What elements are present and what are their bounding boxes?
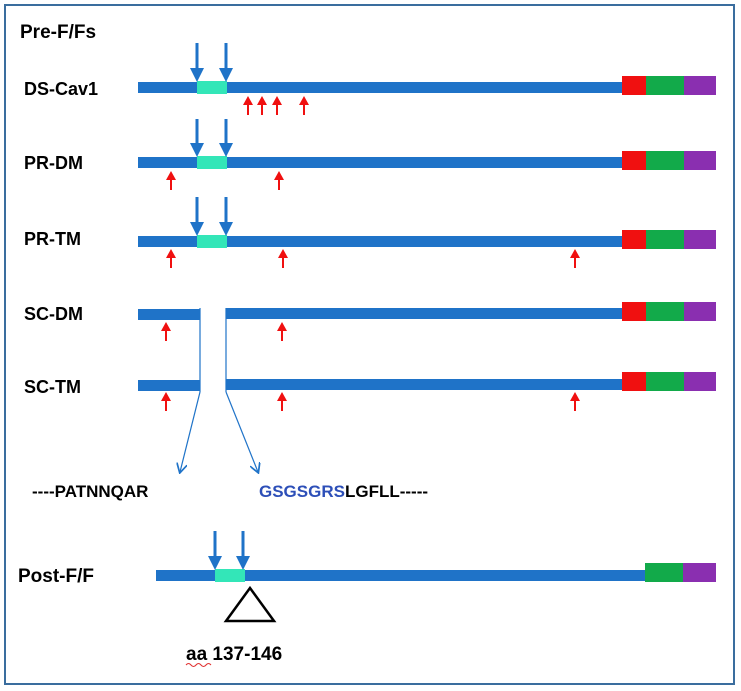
domain-green-block <box>646 151 684 170</box>
domain-purple-block <box>684 230 716 249</box>
cleavage-arrows-post-f <box>208 531 250 570</box>
backbone-segment-right <box>226 379 623 390</box>
figure-frame <box>4 4 735 685</box>
domain-red-block <box>622 372 646 391</box>
construct-label-sc-dm: SC-DM <box>24 304 83 324</box>
region-annotation-prefix: aa <box>186 644 208 665</box>
construct-bar-pr-tm <box>138 230 716 249</box>
linker-gap-outline <box>180 308 258 472</box>
cleaved-peptide-block <box>215 569 245 582</box>
backbone-bar <box>138 236 623 247</box>
construct-bar-post-f <box>156 563 716 582</box>
cleavage-arrows-pr-tm <box>190 197 233 236</box>
domain-green-block <box>645 563 683 582</box>
domain-purple-block <box>684 76 716 95</box>
domain-red-block <box>622 302 646 321</box>
domain-green-block <box>646 76 684 95</box>
cleavage-arrows-pr-dm <box>190 119 233 157</box>
construct-bar-sc-tm <box>138 372 716 391</box>
domain-purple-block <box>683 563 716 582</box>
region-annotation-range: 137-146 <box>212 644 282 665</box>
triangle-icon <box>223 585 277 623</box>
domain-green-block <box>646 372 684 391</box>
construct-label-sc-tm: SC-TM <box>24 377 81 397</box>
backbone-bar <box>138 157 623 168</box>
domain-green-block <box>646 302 684 321</box>
cleavage-arrows-ds-cav1 <box>190 43 233 82</box>
domain-purple-block <box>684 151 716 170</box>
cleaved-peptide-block <box>197 81 227 94</box>
backbone-bar <box>138 82 623 93</box>
cleaved-peptide-block <box>197 156 227 169</box>
domain-purple-block <box>684 302 716 321</box>
construct-label-pr-dm: PR-DM <box>24 153 83 173</box>
sequence-annotation: ----PATNNQAR <box>32 482 148 501</box>
backbone-bar <box>156 570 646 581</box>
sequence-left: ----PATNNQAR <box>32 482 148 501</box>
mutation-arrows-ds-cav1 <box>243 96 309 115</box>
spellcheck-underline <box>185 663 212 667</box>
construct-label-pr-tm: PR-TM <box>24 229 81 249</box>
sequence-linker-annotation: GSGSGRSLGFLL----- <box>259 482 428 501</box>
domain-red-block <box>622 76 646 95</box>
backbone-segment-left <box>138 380 200 391</box>
domain-purple-block <box>684 372 716 391</box>
cleaved-peptide-block <box>197 235 227 248</box>
sequence-linker: GSGSGRS <box>259 482 345 501</box>
construct-bar-sc-dm <box>138 302 716 321</box>
mutation-arrows-pr-dm <box>166 171 284 190</box>
region-annotation: aa 137-146 <box>186 644 282 665</box>
mutation-arrows-sc-tm <box>161 392 580 411</box>
domain-green-block <box>646 230 684 249</box>
construct-bar-ds-cav1 <box>138 76 716 95</box>
domain-red-block <box>622 230 646 249</box>
figure-title: Pre-F/Fs <box>20 22 96 43</box>
backbone-segment-right <box>226 308 623 319</box>
construct-bar-pr-dm <box>138 151 716 170</box>
construct-label-ds-cav1: DS-Cav1 <box>24 79 98 99</box>
domain-red-block <box>622 151 646 170</box>
backbone-segment-left <box>138 309 200 320</box>
sequence-right: LGFLL----- <box>345 482 428 501</box>
construct-label-post-f: Post-F/F <box>18 566 94 587</box>
mutation-arrows-sc-dm <box>161 322 287 341</box>
mutation-arrows-pr-tm <box>166 249 580 268</box>
